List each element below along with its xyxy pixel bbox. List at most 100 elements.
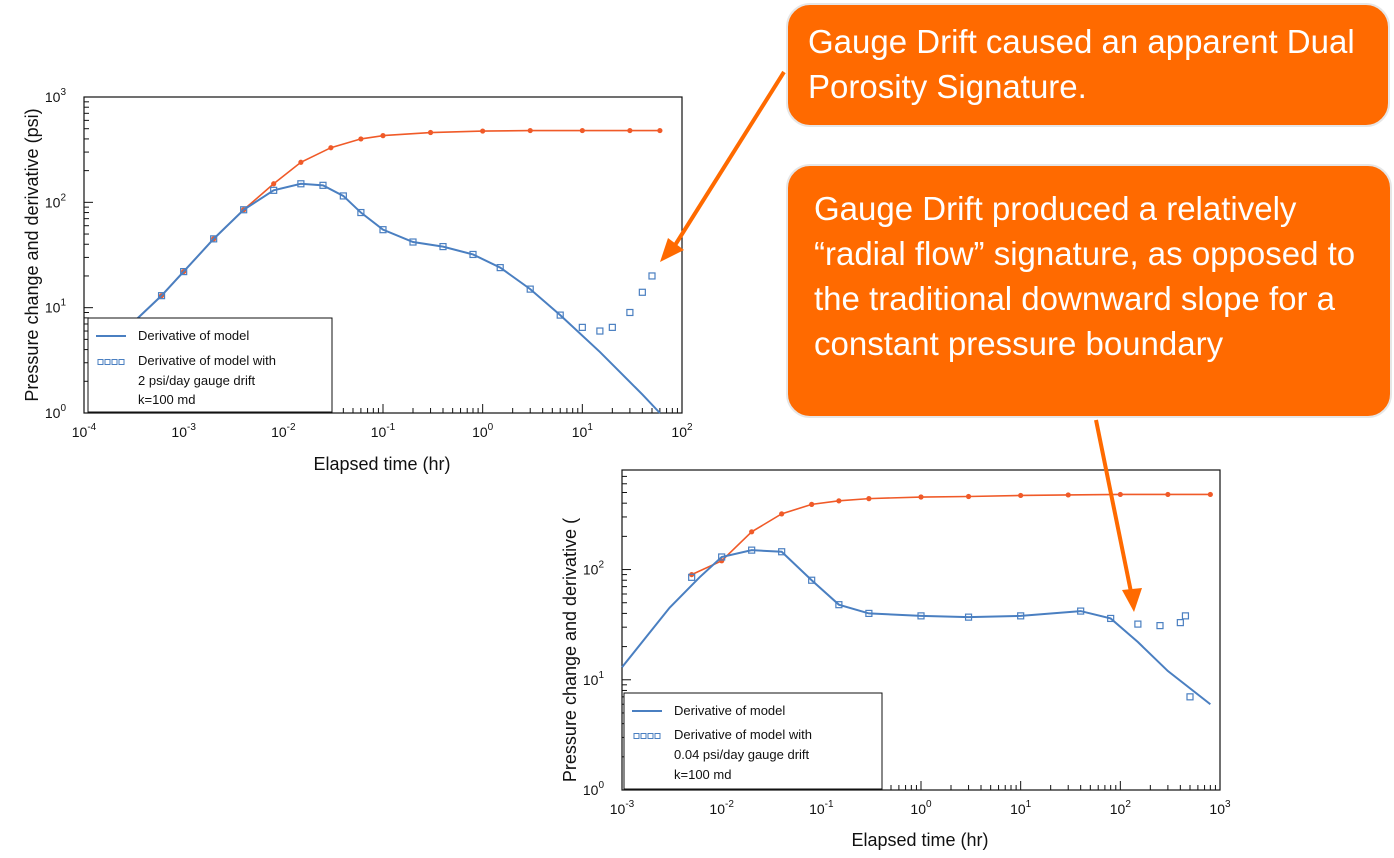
y-axis-label-2: Pressure change and derivative ( <box>560 518 580 782</box>
y-tick-label: 103 <box>45 87 67 105</box>
x-tick-label: 10-3 <box>171 422 196 440</box>
legend-entry-drift-rate-1: 2 psi/day gauge drift <box>138 373 255 388</box>
pressure-point <box>965 493 972 500</box>
pressure-point <box>749 529 755 535</box>
y-tick-label: 102 <box>583 560 605 578</box>
drift-derivative-point <box>357 208 365 217</box>
drift-derivative-point <box>469 250 477 259</box>
arrow-to-radial-flow <box>1094 419 1133 593</box>
y-tick-labels-1: 100 101 102 103 <box>45 87 67 421</box>
arrow-head-2 <box>1122 588 1142 612</box>
x-tick-labels-1: 10-4 10-3 10-2 10-1 100 101 102 <box>72 422 693 440</box>
legend-2: Derivative of model Derivative of model … <box>623 692 883 790</box>
arrow-to-dual-porosity <box>670 70 786 252</box>
x-tick-label: 10-2 <box>709 799 734 817</box>
drift-derivative-point <box>688 573 696 581</box>
x-tick-label: 102 <box>1110 799 1132 817</box>
legend-entry-drift-rate-2: 0.04 psi/day gauge drift <box>674 747 810 762</box>
x-tick-labels-2: 10-3 10-2 10-1 100 101 102 103 <box>610 799 1231 817</box>
legend-square-marker <box>654 733 661 739</box>
legend-square-marker <box>633 733 640 739</box>
pressure-point <box>918 494 924 500</box>
legend-entry-model-1: Derivative of model <box>138 328 249 343</box>
drift-derivative-point <box>748 546 756 554</box>
drift-derivative-point <box>240 206 248 214</box>
pressure-point <box>358 136 364 142</box>
x-tick-label: 101 <box>572 422 594 440</box>
y-tick-label: 100 <box>45 403 67 421</box>
drift-derivative-point <box>808 576 816 584</box>
legend-square-swatch-1 <box>97 359 125 365</box>
drift-derivative-point <box>1134 620 1142 628</box>
drift-derivative-point <box>1186 693 1194 701</box>
x-tick-label: 10-4 <box>72 422 97 440</box>
pressure-point <box>427 129 434 136</box>
chart-radial-flow: 10-3 10-2 10-1 100 101 102 103 100 101 102 Elaps… <box>560 469 1231 850</box>
pressure-change-curve <box>691 493 1211 576</box>
x-tick-label: 103 <box>1209 799 1231 817</box>
drift-derivative-point <box>578 323 586 331</box>
drift-derivative-point <box>964 613 973 621</box>
drift-derivative-point <box>1017 612 1025 620</box>
drift-derivative-point <box>556 311 564 319</box>
x-axis-label-2: Elapsed time (hr) <box>851 830 988 850</box>
derivative-model-line <box>621 549 1211 706</box>
x-tick-label: 10-2 <box>271 422 296 440</box>
y-tick-label: 101 <box>45 298 67 316</box>
drift-derivative-point <box>608 323 616 331</box>
drift-derivative-point <box>210 235 218 243</box>
arrow-head-1 <box>660 238 684 262</box>
drift-derivative-point <box>917 612 925 620</box>
pressure-point <box>480 128 486 134</box>
pressure-point <box>579 127 585 134</box>
y-tick-label: 100 <box>583 780 605 798</box>
drift-derivative-point <box>526 285 534 293</box>
legend-square-marker <box>104 359 111 365</box>
legend-square-marker <box>97 359 104 365</box>
drift-derivative-point <box>379 226 387 234</box>
drift-derivative-point <box>778 548 786 556</box>
drift-derivative-point <box>638 288 646 296</box>
legend-1: Derivative of model Derivative of model … <box>87 317 333 413</box>
drift-derivative-point <box>297 180 305 188</box>
x-axis-label-1: Elapsed time (hr) <box>313 454 450 474</box>
x-tick-label: 10-1 <box>371 422 396 440</box>
legend-entry-model-2: Derivative of model <box>674 703 785 718</box>
pressure-point <box>380 133 386 139</box>
pressure-point <box>1065 492 1071 498</box>
legend-square-marker <box>118 359 125 365</box>
y-tick-label: 102 <box>45 192 67 210</box>
drift-derivative-point <box>157 292 166 300</box>
pressure-point <box>1207 491 1213 498</box>
legend-entry-drift-1: Derivative of model with <box>138 353 276 368</box>
drift-derivative-point <box>180 267 188 276</box>
x-tick-label: 102 <box>671 422 693 440</box>
pressure-point <box>271 181 277 187</box>
series-group-2 <box>621 491 1213 706</box>
pressure-point <box>1165 491 1171 498</box>
callout-radial-flow: Gauge Drift produced a relatively “radia… <box>786 164 1392 418</box>
drift-derivative-point <box>270 186 278 194</box>
x-tick-label: 101 <box>1010 799 1032 817</box>
pressure-change-curve <box>131 129 660 325</box>
drift-derivative-point <box>648 272 656 280</box>
pressure-point <box>627 127 633 134</box>
drift-derivative-point <box>1077 607 1085 615</box>
x-tick-label: 10-3 <box>610 799 635 817</box>
drift-derivative-point <box>865 609 873 618</box>
derivative-model-line <box>130 182 661 414</box>
x-tick-label: 100 <box>472 422 494 440</box>
drift-derivative-point <box>1156 622 1164 630</box>
drift-derivative-point <box>409 238 417 246</box>
legend-square-swatch-2 <box>633 733 661 739</box>
drift-derivative-point <box>339 192 347 200</box>
legend-square-marker <box>111 359 118 365</box>
drift-derivative-point <box>626 308 634 317</box>
chart-dual-porosity: 10-4 10-3 10-2 10-1 100 101 102 100 101 102 103 E… <box>22 87 693 474</box>
drift-derivative-point <box>496 264 504 272</box>
callout-dual-porosity: Gauge Drift caused an apparent Dual Poro… <box>786 3 1390 127</box>
drift-derivative-point <box>835 601 843 609</box>
series-group-1 <box>127 127 663 414</box>
callout-arrows <box>660 70 1142 612</box>
